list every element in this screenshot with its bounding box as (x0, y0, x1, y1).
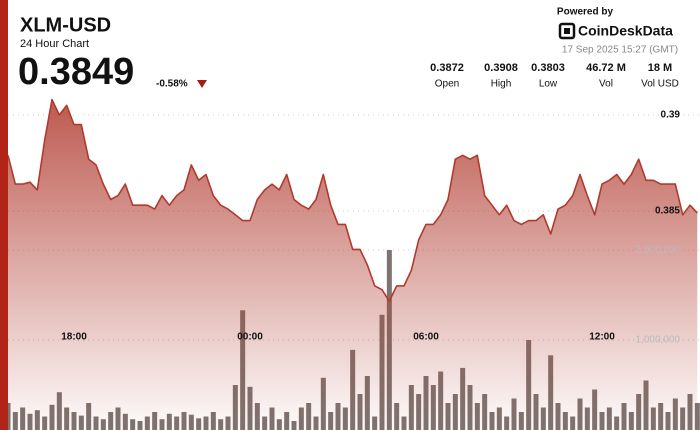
stat-label: Open (435, 79, 459, 90)
price-area (7, 98, 698, 430)
axis-labels: 1,000,000 2,000,000 0.385 0.39 18:00 00:00 06:… (61, 110, 680, 346)
brand-logo (558, 22, 576, 40)
x-tick-label: 18:00 (61, 332, 87, 343)
change: -0.58% (156, 79, 188, 90)
accent-bar (0, 0, 8, 430)
symbol: XLM-USD (20, 14, 111, 36)
powered-by: Powered by (557, 7, 614, 18)
stat-value: 18 M (648, 62, 672, 74)
stat-label: Vol (599, 79, 613, 90)
stat-label: Low (539, 79, 558, 90)
y2-tick-label: 2,000,000 (636, 245, 681, 256)
down-arrow (197, 80, 207, 88)
x-tick-label: 06:00 (413, 332, 439, 343)
stat-value: 0.3872 (430, 62, 464, 74)
stats: 0.3872 Open 0.3908 High 0.3803 Low 46.72 M Vol 1… (430, 62, 679, 90)
stat-label: Vol USD (641, 79, 679, 90)
volume-bar (694, 403, 700, 430)
stat-value: 46.72 M (586, 62, 626, 74)
price-line (7, 98, 698, 302)
price: 0.3849 (18, 51, 134, 93)
stat-value: 0.3908 (484, 62, 518, 74)
brand: CoinDeskData (578, 23, 673, 39)
y2-tick-label: 1,000,000 (636, 335, 681, 346)
x-tick-label: 00:00 (237, 332, 263, 343)
stat-label: High (491, 79, 512, 90)
y-tick-label: 0.39 (661, 110, 681, 121)
subtitle: 24 Hour Chart (20, 38, 89, 50)
logo-icon-inner (564, 28, 570, 34)
stat-value: 0.3803 (531, 62, 565, 74)
y-tick-label: 0.385 (655, 206, 680, 217)
price-area-fill (8, 99, 698, 430)
timestamp: 17 Sep 2025 15:27 (GMT) (562, 45, 678, 56)
x-tick-label: 12:00 (589, 332, 615, 343)
logo-icon (558, 22, 576, 40)
plot: 1,000,000 2,000,000 0.385 0.39 18:00 00:00 06:… (5, 98, 700, 430)
